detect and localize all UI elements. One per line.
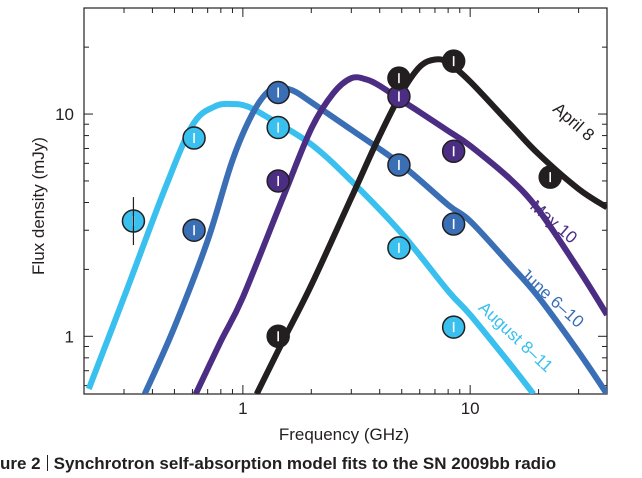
data-points	[121, 49, 562, 349]
axes: 1 10 1 10	[55, 7, 608, 418]
y-tick-label: 1	[65, 327, 74, 346]
data-point-april-8	[387, 66, 411, 90]
series-label-may-10: May 10	[526, 196, 581, 247]
data-point-august-8-11	[266, 115, 290, 140]
x-axis-title: Frequency (GHz)	[279, 425, 409, 444]
model-curve-august-8-11	[86, 100, 536, 394]
model-curve-april-8	[254, 56, 607, 394]
x-tick-label: 10	[461, 399, 480, 418]
x-tick-label: 1	[238, 399, 247, 418]
data-point-august-8-11	[182, 126, 206, 150]
y-tick-label: 10	[55, 105, 74, 124]
data-point-june-6-10	[182, 218, 206, 243]
data-point-august-8-11	[441, 315, 466, 339]
data-point-june-6-10	[266, 80, 290, 105]
data-point-august-8-11	[387, 236, 411, 260]
series-label-june-6-10: June 6–10	[516, 264, 588, 331]
data-point-may-10	[266, 169, 290, 193]
data-point-may-10	[441, 139, 466, 164]
model-curve-june-6-10	[141, 84, 607, 394]
data-point-april-8	[441, 49, 466, 73]
data-point-june-6-10	[441, 212, 466, 236]
data-point-april-8	[538, 165, 562, 189]
caption-text: Synchrotron self-absorption model fits t…	[53, 454, 557, 473]
plot-frame	[83, 7, 608, 395]
model-curve-may-10	[192, 74, 607, 394]
figure-caption: ure 2 Synchrotron self-absorption model f…	[0, 454, 642, 474]
caption-separator	[46, 455, 48, 471]
figure-label: ure 2	[0, 454, 41, 473]
series-label-april-8: April 8	[549, 99, 598, 145]
data-point-april-8	[266, 324, 290, 349]
y-axis-title: Flux density (mJy)	[29, 137, 48, 275]
model-curves	[86, 56, 607, 394]
data-point-june-6-10	[387, 153, 411, 177]
